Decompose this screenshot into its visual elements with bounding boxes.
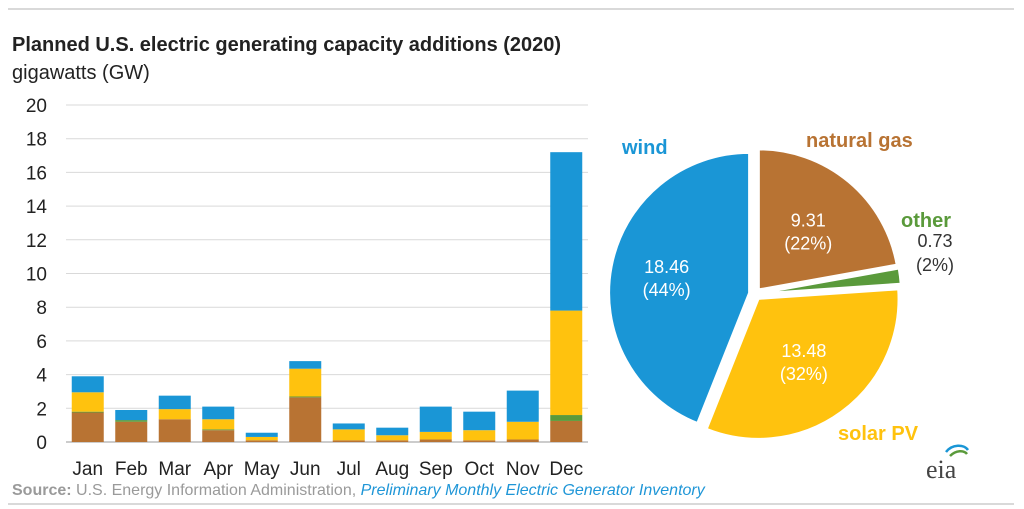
bar-may-wind: [245, 432, 278, 437]
pie-category-label-other: other: [901, 210, 951, 232]
x-tick-label-jul: Jul: [337, 459, 361, 480]
bar-mar-wind: [158, 395, 191, 410]
bar-dec-natural-gas: [550, 420, 583, 442]
eia-logo-swoosh-1: [945, 444, 970, 453]
x-tick-label-sep: Sep: [419, 459, 453, 480]
bar-sep-solar: [419, 431, 452, 440]
pie-value-solar: 13.48: [781, 341, 826, 361]
bottom-rule: [8, 503, 1014, 505]
y-tick-label-2: 2: [36, 399, 47, 420]
bar-dec-wind: [550, 152, 583, 311]
x-tick-label-may: May: [244, 459, 280, 480]
y-tick-label-20: 20: [26, 96, 47, 117]
pie-slice-solar: [705, 288, 900, 440]
bar-aug-natural-gas: [376, 440, 409, 442]
y-tick-label-0: 0: [36, 433, 47, 454]
bar-jun-wind: [289, 361, 322, 369]
source-publication-link[interactable]: Preliminary Monthly Electric Generator I…: [360, 482, 705, 499]
source-note: Source: U.S. Energy Information Administ…: [12, 482, 705, 500]
bar-sep-wind: [419, 406, 452, 432]
bar-mar-natural-gas: [158, 419, 191, 442]
bar-chart-bars: [71, 152, 583, 442]
eia-logo: eia: [926, 444, 970, 482]
bar-chart-x-ticks: Jan Feb Mar Apr May Jun Jul Aug Sep Oct Nov Dec: [72, 459, 583, 480]
y-tick-label-14: 14: [26, 197, 48, 218]
chart-canvas: 0 2 4 6 8 10 12 14 16 18 20 Jan Feb Mar Apr May Jun Jul A…: [26, 96, 954, 480]
y-tick-label-8: 8: [36, 298, 47, 319]
eia-logo-text: eia: [926, 455, 957, 482]
bar-apr-solar: [202, 419, 235, 430]
pie-percent-solar: (32%): [780, 364, 828, 384]
bar-dec-solar: [550, 310, 583, 416]
bar-apr-other: [202, 429, 235, 431]
x-tick-label-oct: Oct: [464, 459, 494, 480]
bar-sep-natural-gas: [419, 439, 452, 442]
bar-chart-y-ticks: 0 2 4 6 8 10 12 14 16 18 20: [26, 96, 48, 454]
x-tick-label-apr: Apr: [203, 459, 233, 480]
pie-slice-wind: [608, 151, 751, 425]
chart-subtitle: gigawatts (GW): [12, 62, 150, 84]
top-rule: [8, 8, 1014, 10]
x-tick-label-jun: Jun: [290, 459, 321, 480]
bar-jun-natural-gas: [289, 397, 322, 442]
y-tick-label-18: 18: [26, 130, 47, 151]
x-tick-label-dec: Dec: [549, 459, 583, 480]
bar-nov-natural-gas: [506, 439, 539, 442]
bar-jul-wind: [332, 423, 365, 430]
bar-mar-solar: [158, 409, 191, 420]
bar-oct-natural-gas: [463, 440, 496, 442]
chart-title: Planned U.S. electric generating capacit…: [12, 34, 562, 56]
x-tick-label-feb: Feb: [115, 459, 148, 480]
bar-nov-wind: [506, 390, 539, 422]
x-tick-label-mar: Mar: [158, 459, 191, 480]
y-tick-label-12: 12: [26, 231, 47, 252]
pie-percent-natural-gas: (22%): [784, 233, 832, 253]
pie-percent-other: (2%): [916, 255, 954, 275]
source-agency: U.S. Energy Information Administration,: [76, 482, 357, 499]
bar-oct-wind: [463, 411, 496, 431]
eia-logo-swoosh-2: [949, 450, 968, 457]
bar-oct-solar: [463, 430, 496, 441]
y-tick-label-10: 10: [26, 265, 47, 286]
y-tick-label-6: 6: [36, 332, 47, 353]
bar-dec-other: [550, 415, 583, 421]
bar-apr-natural-gas: [202, 430, 235, 442]
pie-value-other: 0.73: [917, 231, 952, 251]
pie-slice-natural-gas: [757, 148, 898, 291]
x-tick-label-jan: Jan: [72, 459, 103, 480]
bar-jan-other: [71, 411, 104, 413]
pie-category-label-natural-gas: natural gas: [806, 130, 913, 152]
y-tick-label-16: 16: [26, 163, 47, 184]
x-tick-label-nov: Nov: [506, 459, 540, 480]
bar-aug-solar: [376, 435, 409, 441]
bar-nov-solar: [506, 421, 539, 440]
bar-may-natural-gas: [245, 440, 278, 442]
bar-jan-wind: [71, 376, 104, 393]
bar-apr-wind: [202, 406, 235, 420]
pie-slice-other: [760, 267, 902, 295]
bar-feb-natural-gas: [115, 421, 148, 442]
bar-jun-other: [289, 396, 322, 398]
bar-chart-gridlines: [66, 104, 588, 443]
pie-percent-wind: (44%): [643, 280, 691, 300]
source-label: Source:: [12, 482, 72, 499]
pie-chart: [608, 148, 902, 440]
bar-jul-solar: [332, 429, 365, 441]
bar-feb-other: [115, 420, 148, 422]
bar-may-solar: [245, 436, 278, 441]
pie-value-natural-gas: 9.31: [791, 210, 826, 230]
pie-value-wind: 18.46: [644, 257, 689, 277]
x-tick-label-aug: Aug: [375, 459, 409, 480]
bar-aug-wind: [376, 427, 409, 436]
bar-jul-natural-gas: [332, 440, 365, 442]
pie-chart-labels: 9.31 (22%) 0.73 (2%) 13.48 (32%) 18.46 (44%) nat…: [621, 130, 954, 445]
bar-jun-solar: [289, 368, 322, 397]
bar-jan-natural-gas: [71, 412, 104, 442]
pie-category-label-wind: wind: [621, 137, 668, 159]
bar-feb-wind: [115, 409, 148, 421]
bar-jan-solar: [71, 392, 104, 412]
y-tick-label-4: 4: [36, 366, 47, 387]
pie-category-label-solar: solar PV: [838, 423, 919, 445]
